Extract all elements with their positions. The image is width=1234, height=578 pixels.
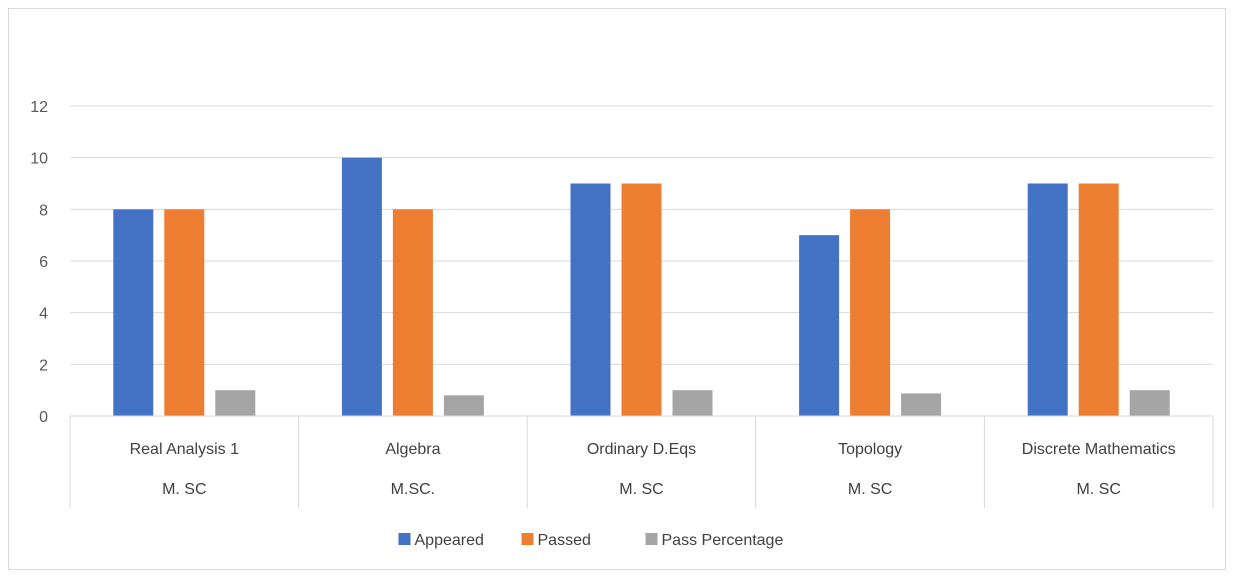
category-labels: Real Analysis 1 Algebra Ordinary D.Eqs Topo…	[130, 441, 1176, 458]
legend-swatch	[645, 533, 658, 545]
y-tick-label: 0	[39, 409, 48, 426]
bars	[113, 157, 1170, 416]
category-label: Algebra	[385, 441, 440, 458]
gridlines	[70, 105, 1213, 365]
category-label: Discrete Mathematics	[1022, 441, 1176, 458]
group-label: M. SC	[848, 481, 892, 498]
category-axis	[69, 415, 1214, 508]
bar-pass-percentage	[901, 393, 942, 416]
y-tick-label: 10	[30, 151, 48, 168]
bar-pass-percentage	[1129, 390, 1170, 416]
group-label: M.SC.	[391, 481, 435, 498]
legend-swatch	[398, 533, 411, 545]
bar-passed	[621, 183, 662, 416]
category-label: Topology	[838, 441, 902, 458]
bar-passed	[850, 209, 891, 416]
bar-appeared	[341, 157, 382, 416]
legend: Appeared Passed Pass Percentage	[398, 532, 784, 549]
bar-pass-percentage	[215, 390, 256, 416]
legend-label: Appeared	[415, 532, 484, 549]
bar-passed	[1078, 183, 1119, 416]
y-tick-label: 6	[39, 254, 48, 271]
bar-passed	[164, 209, 205, 416]
chart-area	[8, 8, 1226, 570]
legend-swatch	[521, 533, 534, 545]
category-label: Real Analysis 1	[130, 441, 239, 458]
group-labels: M. SC M.SC. M. SC M. SC M. SC	[162, 481, 1121, 498]
bar-appeared	[1027, 183, 1068, 416]
y-axis-tick-labels: 0 2 4 6 8 10 12	[30, 99, 48, 426]
bar-pass-percentage	[672, 390, 713, 416]
category-label: Ordinary D.Eqs	[587, 441, 696, 458]
y-tick-label: 4	[39, 306, 48, 323]
y-tick-label: 2	[39, 357, 48, 374]
y-tick-label: 8	[39, 202, 48, 219]
legend-label: Passed	[538, 532, 591, 549]
group-label: M. SC	[1076, 481, 1120, 498]
bar-pass-percentage	[443, 395, 484, 416]
y-tick-label: 12	[30, 99, 48, 116]
bar-appeared	[570, 183, 611, 416]
group-label: M. SC	[162, 481, 206, 498]
bar-appeared	[799, 235, 840, 416]
bar-passed	[392, 209, 433, 416]
bar-appeared	[113, 209, 154, 416]
legend-label: Pass Percentage	[662, 532, 784, 549]
group-label: M. SC	[619, 481, 663, 498]
